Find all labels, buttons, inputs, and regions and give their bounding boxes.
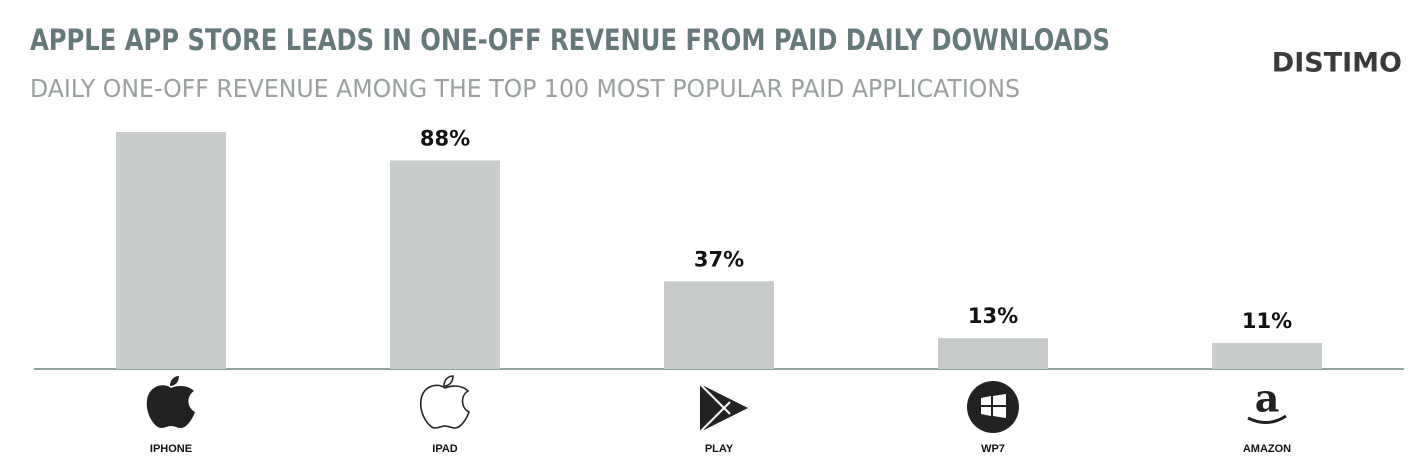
bar <box>390 160 500 369</box>
bar <box>938 338 1048 369</box>
x-tick-label: AMAZON <box>1243 443 1291 455</box>
value-label: 13% <box>968 304 1018 328</box>
x-tick-label: IPHONE <box>150 443 192 455</box>
bar <box>116 132 226 369</box>
iphone-icon <box>146 376 195 428</box>
bar <box>1212 342 1322 369</box>
brand-logo: DISTIMO <box>1272 48 1402 79</box>
x-tick-label: PLAY <box>705 443 734 455</box>
chart-title: APPLE APP STORE LEADS IN ONE-OFF REVENUE… <box>30 23 1110 57</box>
play-icon <box>699 383 748 433</box>
value-label: 37% <box>694 247 744 271</box>
bar <box>664 281 774 369</box>
value-label: 88% <box>420 126 470 150</box>
amazon-icon: a <box>1247 376 1287 424</box>
value-label: 11% <box>1242 309 1292 333</box>
x-tick-label: IPAD <box>432 443 458 455</box>
ipad-icon <box>419 375 470 429</box>
chart-subtitle: DAILY ONE-OFF REVENUE AMONG THE TOP 100 … <box>30 74 1020 103</box>
x-tick-label: WP7 <box>981 443 1005 455</box>
wp7-icon <box>967 381 1019 433</box>
svg-text:a: a <box>1255 376 1280 421</box>
